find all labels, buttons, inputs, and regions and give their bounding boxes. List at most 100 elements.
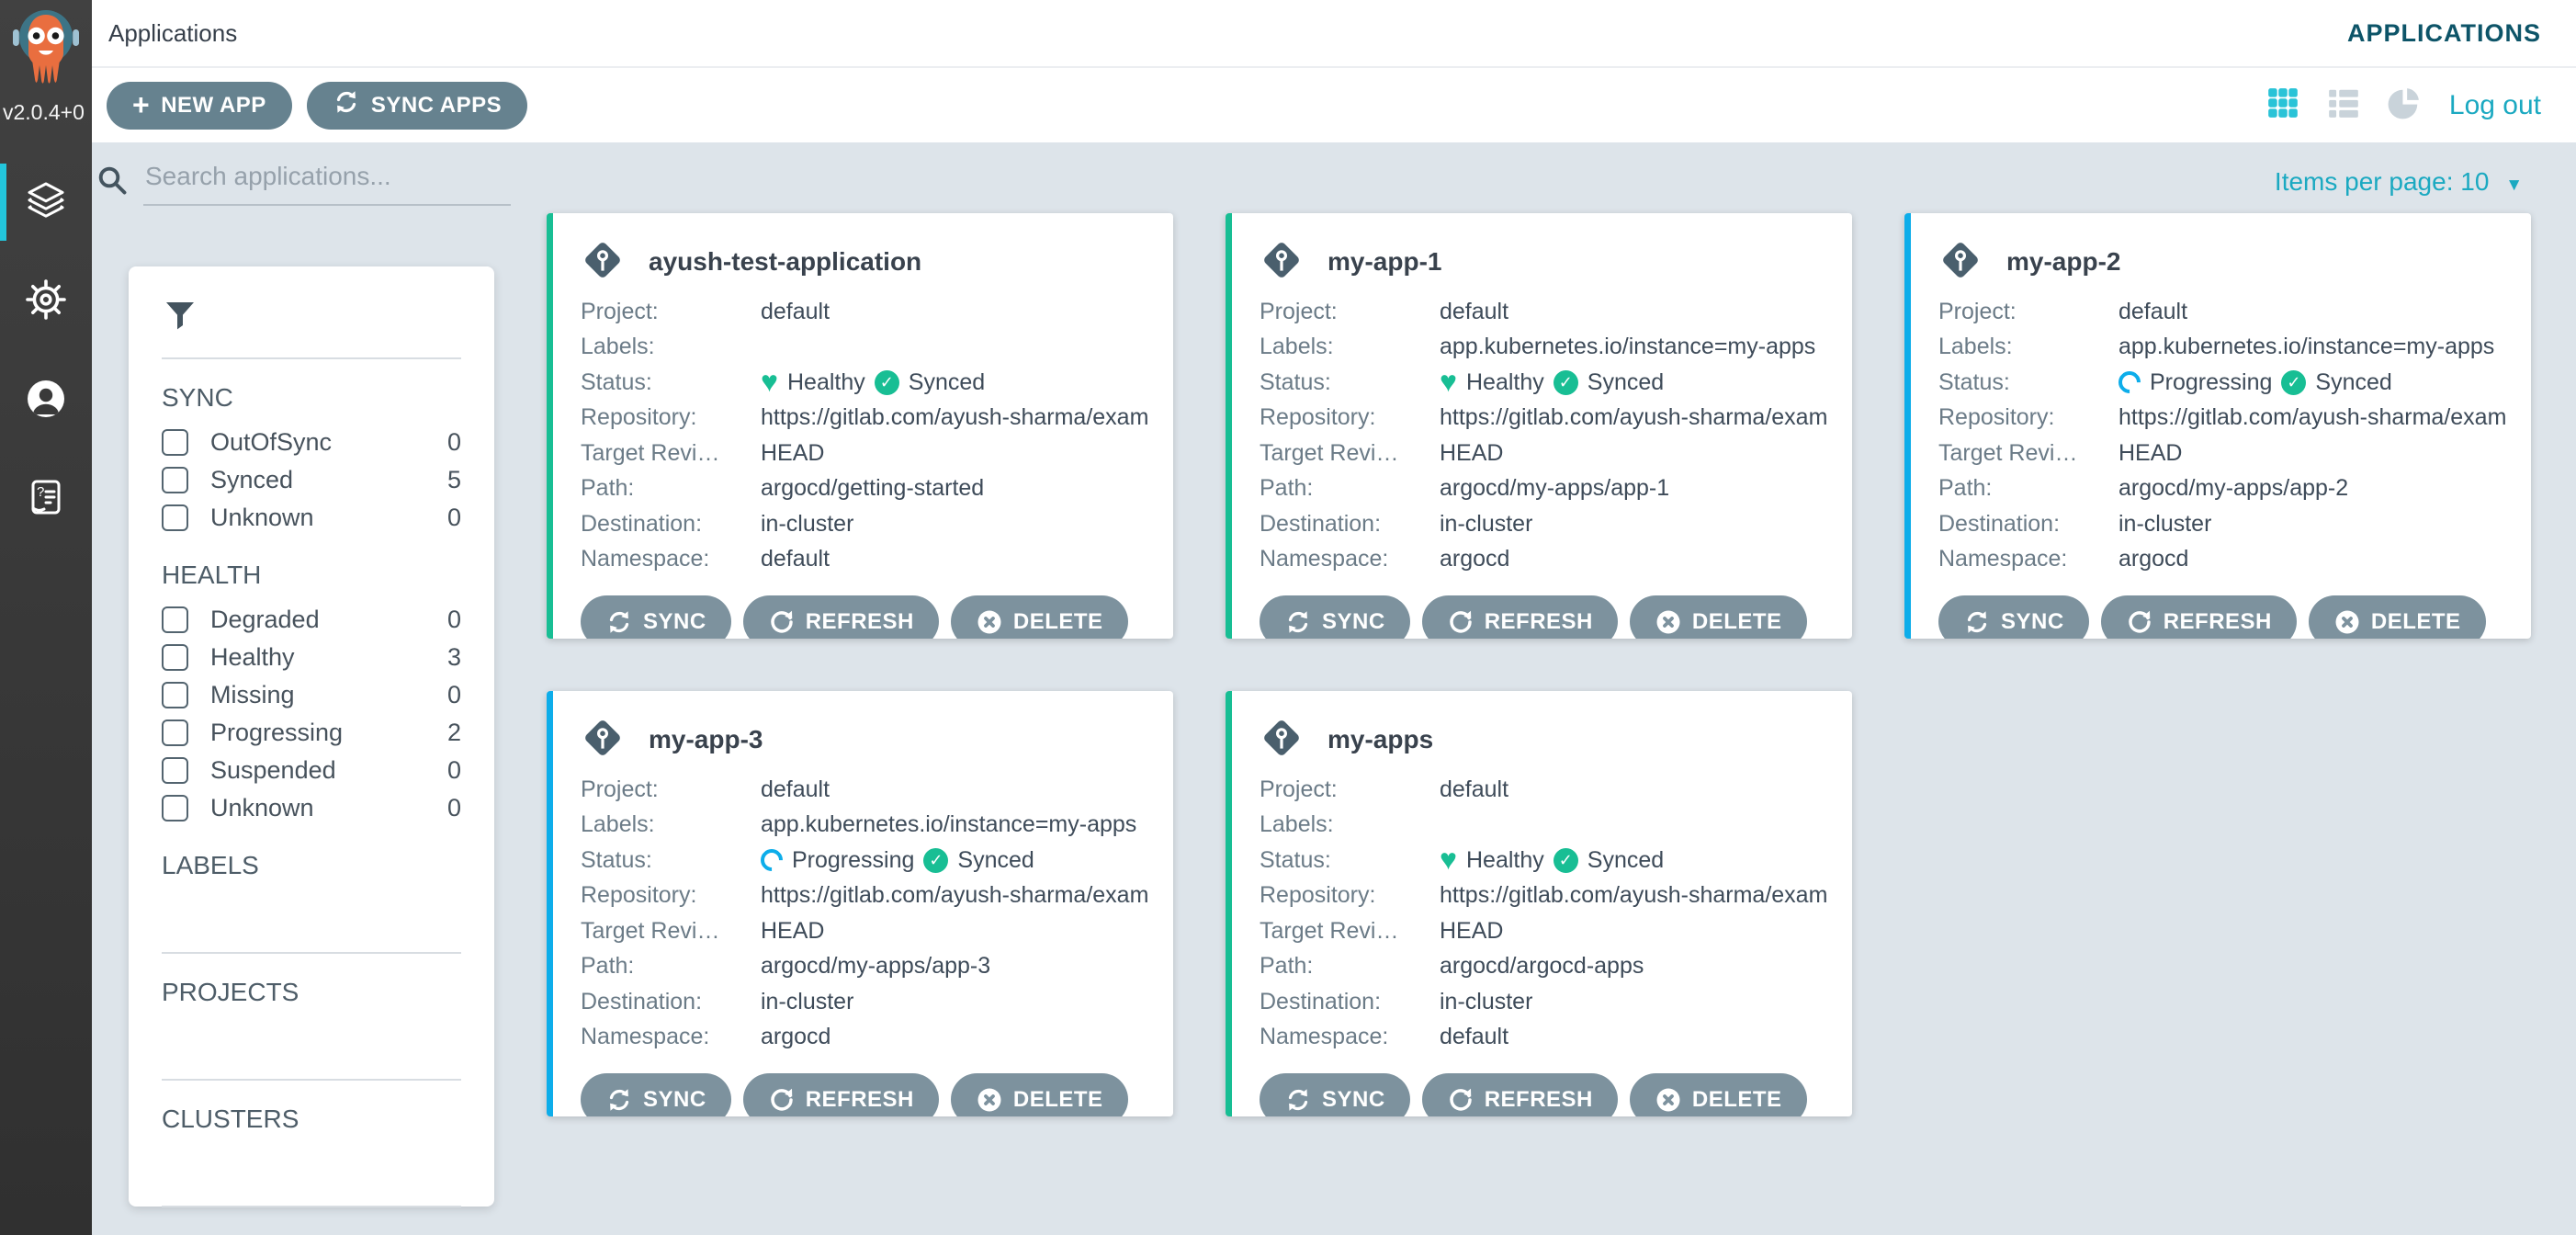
grid-view-icon[interactable] <box>2265 85 2300 125</box>
delete-button[interactable]: DELETE <box>1629 595 1807 639</box>
app-card-ayush-test-application[interactable]: ayush-test-application Project: default L… <box>547 213 1173 639</box>
sync-status-text: Synced <box>1587 846 1665 873</box>
sidebar-item-user-info[interactable] <box>0 351 92 450</box>
filter-option-progressing[interactable]: Progressing 2 <box>162 714 461 752</box>
breadcrumb[interactable]: Applications <box>108 18 238 47</box>
sync-status-text: Synced <box>2315 368 2392 395</box>
labels-input-underline[interactable] <box>162 952 461 954</box>
delete-button[interactable]: DELETE <box>950 595 1128 639</box>
app-card-my-app-1[interactable]: my-app-1 Project: default Labels: app.kube… <box>1226 213 1852 639</box>
checkbox[interactable] <box>162 795 188 821</box>
delete-button[interactable]: DELETE <box>950 1073 1128 1116</box>
sync-icon <box>609 610 629 633</box>
namespace-value: argocd <box>2118 546 2189 572</box>
summary-pie-view-icon[interactable] <box>2387 85 2422 125</box>
field-label-labels: Labels: <box>1260 334 1334 360</box>
field-label-repository: Repository: <box>1938 404 2055 431</box>
checkbox[interactable] <box>162 467 188 493</box>
refresh-button[interactable]: REFRESH <box>742 595 939 639</box>
items-per-page-dropdown[interactable]: Items per page: 10 <box>2275 167 2523 197</box>
clusters-input-underline[interactable] <box>162 1206 461 1207</box>
search-input[interactable] <box>143 162 511 206</box>
filter-option-unknown-health[interactable]: Unknown 0 <box>162 789 461 827</box>
sync-apps-label: SYNC APPS <box>370 92 503 118</box>
sync-button-label: SYNC <box>2001 608 2064 634</box>
checkbox[interactable] <box>162 682 188 708</box>
sync-button[interactable]: SYNC <box>581 1073 731 1116</box>
filter-option-synced[interactable]: Synced 5 <box>162 461 461 499</box>
project-value: default <box>1440 298 1509 324</box>
plus-icon <box>132 90 150 121</box>
sidebar-nav: ? <box>0 153 92 550</box>
app-name: ayush-test-application <box>649 247 922 276</box>
field-label-labels: Labels: <box>581 334 655 360</box>
checkbox[interactable] <box>162 429 188 456</box>
field-label-target-revision: Target Revi… <box>1260 439 1399 466</box>
refresh-button[interactable]: REFRESH <box>742 1073 939 1116</box>
field-label-project: Project: <box>581 776 659 802</box>
app-card-my-app-3[interactable]: my-app-3 Project: default Labels: app.kube… <box>547 691 1173 1116</box>
svg-text:?: ? <box>37 484 44 500</box>
checkbox[interactable] <box>162 757 188 784</box>
repository-value: https://gitlab.com/ayush-sharma/example-… <box>761 404 1147 431</box>
search-row <box>96 162 511 206</box>
app-card-my-apps[interactable]: my-apps Project: default Labels: Status: … <box>1226 691 1852 1116</box>
filter-projects-heading: PROJECTS <box>162 978 299 1006</box>
sync-button[interactable]: SYNC <box>1938 595 2089 639</box>
refresh-button[interactable]: REFRESH <box>1421 595 1618 639</box>
checkbox[interactable] <box>162 606 188 633</box>
target-revision-value: HEAD <box>1440 439 1504 466</box>
sidebar-item-help[interactable]: ? <box>0 450 92 550</box>
sync-status-text: Synced <box>908 368 986 395</box>
sync-icon <box>1967 610 1987 633</box>
app-card-my-app-2[interactable]: my-app-2 Project: default Labels: app.kube… <box>1904 213 2531 639</box>
filter-option-suspended[interactable]: Suspended 0 <box>162 752 461 789</box>
refresh-button-label: REFRESH <box>805 608 914 634</box>
delete-button-label: DELETE <box>1691 608 1782 634</box>
field-label-status: Status: <box>1260 846 1331 873</box>
sync-button[interactable]: SYNC <box>1260 1073 1410 1116</box>
status-value: Progressing Synced <box>761 846 1034 874</box>
delete-button[interactable]: DELETE <box>2308 595 2486 639</box>
filter-clusters-heading: CLUSTERS <box>162 1105 299 1133</box>
filter-option-unknown-sync[interactable]: Unknown 0 <box>162 499 461 537</box>
filter-option-outofsync[interactable]: OutOfSync 0 <box>162 424 461 461</box>
filter-option-degraded[interactable]: Degraded 0 <box>162 601 461 639</box>
checkbox[interactable] <box>162 719 188 746</box>
app-name: my-app-1 <box>1328 247 1442 276</box>
filter-option-label: Unknown <box>210 794 314 821</box>
sidebar-item-settings[interactable] <box>0 252 92 351</box>
labels-value: app.kubernetes.io/instance=my-apps <box>2118 334 2495 360</box>
field-label-namespace: Namespace: <box>1938 546 2068 572</box>
git-commit-icon <box>1938 238 1983 287</box>
logout-link[interactable]: Log out <box>2448 89 2541 120</box>
field-label-repository: Repository: <box>1260 882 1376 909</box>
health-status-icon <box>1440 844 1457 876</box>
delete-button-label: DELETE <box>1012 608 1103 634</box>
path-value: argocd/getting-started <box>761 475 985 502</box>
refresh-button[interactable]: REFRESH <box>2100 595 2297 639</box>
refresh-button[interactable]: REFRESH <box>1421 1073 1618 1116</box>
delete-button-label: DELETE <box>1012 1086 1103 1112</box>
filter-option-missing[interactable]: Missing 0 <box>162 676 461 714</box>
filter-option-count: 5 <box>446 466 461 493</box>
filter-option-label: Healthy <box>210 643 295 671</box>
field-label-destination: Destination: <box>1260 988 1382 1014</box>
new-app-button[interactable]: NEW APP <box>107 81 292 130</box>
labels-value: app.kubernetes.io/instance=my-apps <box>761 811 1137 838</box>
sync-button[interactable]: SYNC <box>581 595 731 639</box>
checkbox[interactable] <box>162 644 188 671</box>
sync-apps-button[interactable]: SYNC APPS <box>306 81 528 130</box>
git-commit-icon <box>581 238 625 287</box>
refresh-button-label: REFRESH <box>2163 608 2272 634</box>
list-view-icon[interactable] <box>2326 85 2361 125</box>
target-revision-value: HEAD <box>2118 439 2183 466</box>
filter-labels-heading: LABELS <box>162 851 259 879</box>
field-label-path: Path: <box>581 475 635 502</box>
checkbox[interactable] <box>162 504 188 531</box>
sidebar-item-applications[interactable] <box>0 153 92 252</box>
delete-button[interactable]: DELETE <box>1629 1073 1807 1116</box>
filter-option-healthy[interactable]: Healthy 3 <box>162 639 461 676</box>
projects-input-underline[interactable] <box>162 1079 461 1081</box>
sync-button[interactable]: SYNC <box>1260 595 1410 639</box>
